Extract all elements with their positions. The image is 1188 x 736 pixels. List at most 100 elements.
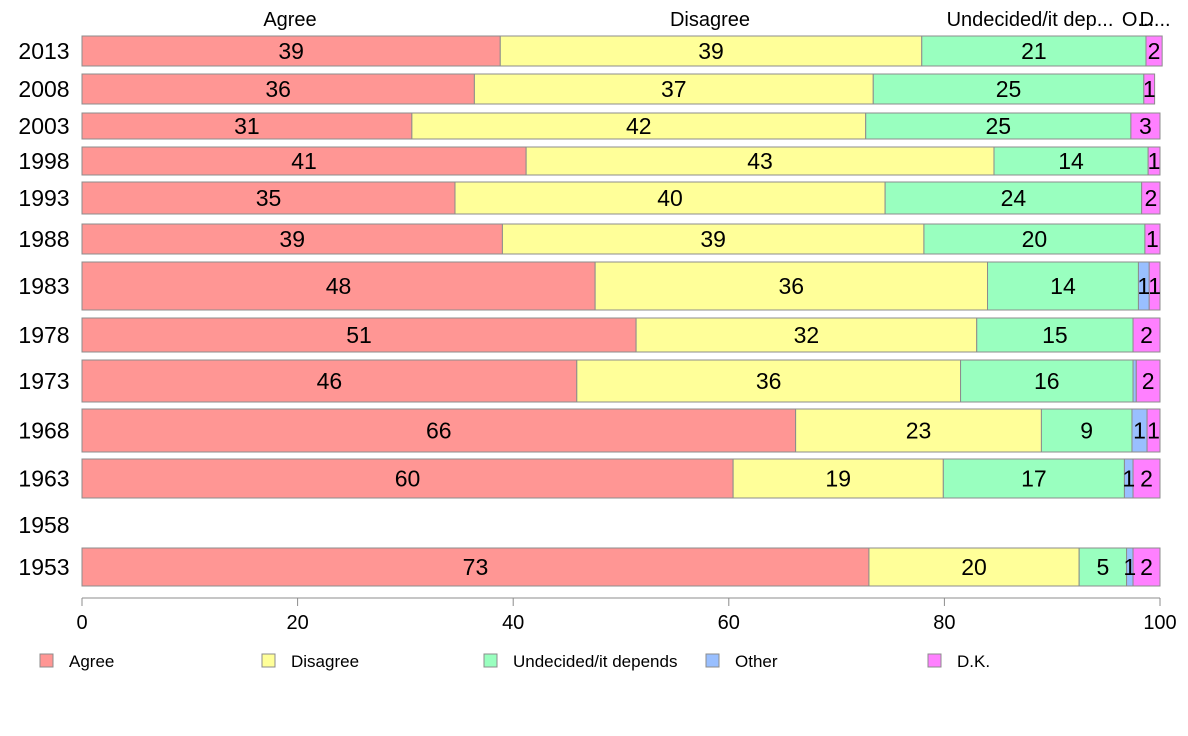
year-label-1983: 1983 — [18, 273, 69, 299]
value-label-1983-d-k-: 1 — [1148, 273, 1161, 299]
value-label-1983-undecided-it-depends: 14 — [1050, 273, 1076, 299]
x-tick-label-60: 60 — [718, 612, 740, 634]
value-label-2003-disagree: 42 — [626, 113, 652, 139]
bar-2013-undecided-it-depends — [921, 35, 1147, 67]
bar-1983-disagree — [594, 261, 989, 311]
value-label-1968-undecided-it-depends: 9 — [1080, 418, 1093, 444]
value-label-1988-agree: 39 — [279, 226, 305, 252]
bar-1983-d-k- — [1148, 261, 1161, 311]
value-label-2013-disagree: 39 — [698, 38, 724, 64]
value-label-1973-agree: 46 — [317, 368, 343, 394]
value-label-1953-agree: 73 — [463, 554, 489, 580]
value-label-1953-disagree: 20 — [961, 554, 987, 580]
bar-1983-undecided-it-depends — [987, 261, 1139, 311]
bar-1988-undecided-it-depends — [923, 223, 1146, 255]
bar-1963-d-k- — [1132, 458, 1161, 499]
bar-1993-d-k- — [1141, 181, 1161, 215]
bar-1978-d-k- — [1132, 317, 1161, 353]
value-label-1983-disagree: 36 — [779, 273, 805, 299]
bar-2008-agree — [81, 73, 475, 105]
value-label-2003-agree: 31 — [234, 113, 260, 139]
bar-1973-agree — [81, 359, 578, 403]
x-tick-label-100: 100 — [1143, 612, 1176, 634]
value-label-1968-agree: 66 — [426, 418, 452, 444]
value-label-1968-disagree: 23 — [906, 418, 932, 444]
value-label-1973-d-k-: 2 — [1142, 368, 1155, 394]
value-label-2008-agree: 36 — [265, 76, 291, 102]
value-label-1963-agree: 60 — [395, 466, 421, 492]
value-label-1998-d-k-: 1 — [1148, 148, 1161, 174]
legend-label-d-k-: D.K. — [957, 652, 990, 671]
x-tick-label-0: 0 — [76, 612, 87, 634]
column-header-4: D... — [1139, 9, 1170, 31]
column-header-0: Agree — [263, 9, 316, 31]
bar-1963-undecided-it-depends — [942, 458, 1125, 499]
legend: Agree Disagree Undecided/it depends Other D.… — [39, 652, 990, 671]
year-label-1953: 1953 — [18, 554, 69, 580]
bar-2008-d-k- — [1143, 73, 1156, 105]
bar-2013-d-k- — [1145, 35, 1163, 67]
x-tick-label-80: 80 — [933, 612, 955, 634]
bar-2013-disagree — [499, 35, 923, 67]
value-label-2013-undecided-it-depends: 21 — [1021, 38, 1047, 64]
year-label-1968: 1968 — [18, 418, 69, 444]
year-label-2008: 2008 — [18, 76, 69, 102]
bar-1988-disagree — [501, 223, 925, 255]
legend-label-agree: Agree — [69, 652, 114, 671]
legend-swatch-disagree — [261, 653, 276, 668]
value-label-1978-disagree: 32 — [794, 322, 820, 348]
year-label-1993: 1993 — [18, 185, 69, 211]
value-label-1973-disagree: 36 — [756, 368, 782, 394]
value-label-1998-disagree: 43 — [747, 148, 773, 174]
value-label-1998-undecided-it-depends: 14 — [1058, 148, 1084, 174]
value-label-1963-d-k-: 2 — [1140, 466, 1153, 492]
bar-1963-disagree — [732, 458, 944, 499]
value-label-2008-undecided-it-depends: 25 — [996, 76, 1022, 102]
column-header-2: Undecided/it dep... — [947, 9, 1114, 31]
bar-1968-disagree — [795, 408, 1042, 453]
value-label-1953-d-k-: 2 — [1140, 554, 1153, 580]
bar-2003-d-k- — [1130, 112, 1161, 140]
value-label-1983-other: 1 — [1137, 273, 1150, 299]
bar-1973-disagree — [576, 359, 962, 403]
bar-1988-d-k- — [1144, 223, 1161, 255]
bar-1953-d-k- — [1132, 547, 1161, 587]
year-label-1963: 1963 — [18, 466, 69, 492]
value-label-1993-agree: 35 — [256, 185, 282, 211]
value-label-1963-undecided-it-depends: 17 — [1021, 466, 1047, 492]
column-header-1: Disagree — [670, 9, 750, 31]
value-label-1993-undecided-it-depends: 24 — [1001, 185, 1027, 211]
value-label-1973-undecided-it-depends: 16 — [1034, 368, 1060, 394]
bar-2003-disagree — [411, 112, 867, 140]
value-label-1953-other: 1 — [1123, 554, 1136, 580]
value-label-1968-other: 1 — [1133, 418, 1146, 444]
bar-1998-agree — [81, 146, 527, 176]
bar-2008-disagree — [473, 73, 874, 105]
year-label-1958: 1958 — [18, 512, 69, 538]
value-label-1968-d-k-: 1 — [1147, 418, 1160, 444]
value-label-1953-undecided-it-depends: 5 — [1096, 554, 1109, 580]
bar-2008-undecided-it-depends — [872, 73, 1145, 105]
bars-layer — [81, 35, 1163, 587]
bar-1953-undecided-it-depends — [1078, 547, 1128, 587]
value-label-1988-undecided-it-depends: 20 — [1022, 226, 1048, 252]
bar-1953-disagree — [868, 547, 1080, 587]
value-label-1978-undecided-it-depends: 15 — [1042, 322, 1068, 348]
value-label-2003-d-k-: 3 — [1139, 113, 1152, 139]
value-label-2013-d-k-: 2 — [1148, 38, 1161, 64]
bar-1963-agree — [81, 458, 734, 499]
value-label-2008-d-k-: 1 — [1143, 76, 1156, 102]
year-label-1978: 1978 — [18, 322, 69, 348]
value-label-1983-agree: 48 — [326, 273, 352, 299]
bar-1993-agree — [81, 181, 456, 215]
bar-1998-disagree — [525, 146, 995, 176]
bar-1983-agree — [81, 261, 596, 311]
x-tick-label-40: 40 — [502, 612, 524, 634]
value-label-2003-undecided-it-depends: 25 — [986, 113, 1012, 139]
value-label-1993-d-k-: 2 — [1144, 185, 1157, 211]
bar-1968-d-k- — [1146, 408, 1161, 453]
value-label-1988-disagree: 39 — [700, 226, 726, 252]
legend-swatch-agree — [39, 653, 54, 668]
